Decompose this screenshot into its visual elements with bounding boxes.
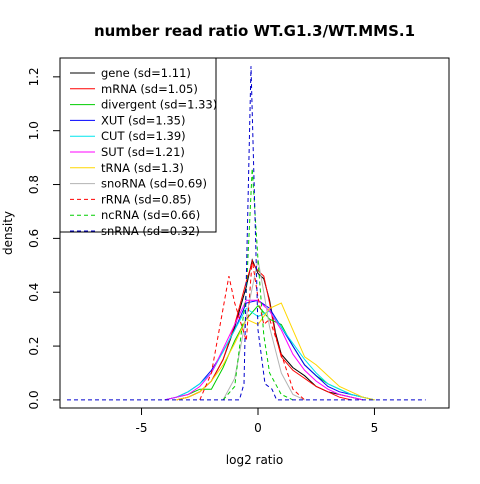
legend-box [59,57,217,233]
series-line-5 [164,299,363,401]
legend-entry: CUT (sd=1.39) [101,129,186,143]
y-tick-label: 1.0 [27,121,41,140]
y-tick-label: 1.2 [27,67,41,86]
x-tick-label: -5 [136,421,148,435]
series-line-9 [222,168,294,401]
legend-entry: gene (sd=1.11) [101,66,191,80]
y-tick-label: 0.0 [27,390,41,409]
y-tick-label: 0.4 [27,283,41,302]
series-line-6 [176,302,375,401]
legend-entry: snRNA (sd=0.32) [101,224,200,238]
y-tick-label: 0.8 [27,175,41,194]
y-tick-label: 0.2 [27,337,41,356]
series-line-3 [164,299,375,401]
legend-entry: tRNA (sd=1.3) [101,161,184,175]
x-tick-label: 5 [371,421,379,435]
legend-entry: mRNA (sd=1.05) [101,82,198,96]
chart-title: number read ratio WT.G1.3/WT.MMS.1 [94,22,415,40]
series-line-4 [164,307,375,401]
series-line-7 [222,259,305,401]
series-group [67,66,426,401]
legend-entry: XUT (sd=1.35) [101,113,185,127]
series-line-10 [67,66,426,401]
legend-entry: snoRNA (sd=0.69) [101,177,207,191]
x-axis-label: log2 ratio [226,453,283,467]
legend-entry: ncRNA (sd=0.66) [101,208,200,222]
plot-frame [59,57,450,409]
legend-entry: divergent (sd=1.33) [101,98,217,112]
y-axis-label: density [1,211,15,255]
series-line-8 [199,259,305,401]
legend-entry: rRNA (sd=0.85) [101,192,191,206]
legend-entry: SUT (sd=1.21) [101,145,185,159]
x-tick-label: 0 [254,421,262,435]
y-tick-label: 0.6 [27,229,41,248]
